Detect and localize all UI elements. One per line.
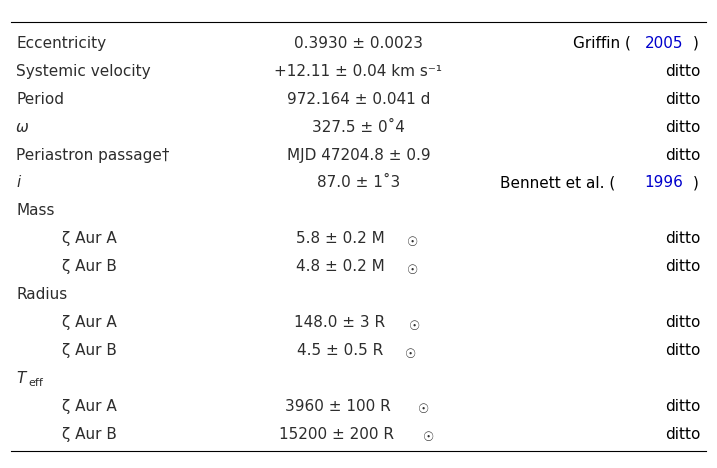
Text: ☉: ☉ [417, 403, 429, 417]
Text: Periastron passage†: Periastron passage† [16, 147, 170, 162]
Text: ditto: ditto [665, 92, 701, 107]
Text: ☉: ☉ [405, 348, 417, 360]
Text: i: i [16, 176, 21, 190]
Text: 5.8 ± 0.2 M: 5.8 ± 0.2 M [296, 231, 384, 246]
Text: ditto: ditto [665, 315, 701, 330]
Text: Mass: Mass [16, 204, 54, 219]
Text: Bennett et al. (: Bennett et al. ( [500, 176, 616, 190]
Text: eff: eff [28, 378, 43, 388]
Text: Systemic velocity: Systemic velocity [16, 64, 151, 79]
Text: ): ) [693, 176, 699, 190]
Text: ☉: ☉ [407, 236, 418, 249]
Text: 2005: 2005 [645, 36, 683, 51]
Text: Period: Period [16, 92, 65, 107]
Text: ditto: ditto [665, 427, 701, 442]
Text: ditto: ditto [665, 399, 701, 414]
Text: ditto: ditto [665, 147, 701, 162]
Text: ditto: ditto [665, 343, 701, 358]
Text: 4.5 ± 0.5 R: 4.5 ± 0.5 R [298, 343, 384, 358]
Text: ☉: ☉ [409, 320, 419, 333]
Text: ditto: ditto [665, 231, 701, 246]
Text: 0.3930 ± 0.0023: 0.3930 ± 0.0023 [294, 36, 423, 51]
Text: ζ Aur B: ζ Aur B [62, 259, 116, 274]
Text: ζ Aur B: ζ Aur B [62, 427, 116, 442]
Text: 3960 ± 100 R: 3960 ± 100 R [285, 399, 391, 414]
Text: ☉: ☉ [424, 431, 435, 444]
Text: MJD 47204.8 ± 0.9: MJD 47204.8 ± 0.9 [287, 147, 430, 162]
Text: 87.0 ± 1˚3: 87.0 ± 1˚3 [317, 176, 400, 190]
Text: 327.5 ± 0˚4: 327.5 ± 0˚4 [312, 120, 405, 135]
Text: 148.0 ± 3 R: 148.0 ± 3 R [295, 315, 386, 330]
Text: ☉: ☉ [407, 264, 418, 277]
Text: Griffin (: Griffin ( [573, 36, 630, 51]
Text: Eccentricity: Eccentricity [16, 36, 106, 51]
Text: ζ Aur A: ζ Aur A [62, 231, 116, 246]
Text: +12.11 ± 0.04 km s⁻¹: +12.11 ± 0.04 km s⁻¹ [275, 64, 442, 79]
Text: ζ Aur A: ζ Aur A [62, 315, 116, 330]
Text: ditto: ditto [665, 259, 701, 274]
Text: T: T [16, 371, 26, 386]
Text: 972.164 ± 0.041 d: 972.164 ± 0.041 d [287, 92, 430, 107]
Text: ω: ω [16, 120, 29, 135]
Text: ζ Aur A: ζ Aur A [62, 399, 116, 414]
Text: 4.8 ± 0.2 M: 4.8 ± 0.2 M [296, 259, 384, 274]
Text: ): ) [693, 36, 699, 51]
Text: 1996: 1996 [645, 176, 683, 190]
Text: ditto: ditto [665, 64, 701, 79]
Text: ditto: ditto [665, 120, 701, 135]
Text: ζ Aur B: ζ Aur B [62, 343, 116, 358]
Text: Radius: Radius [16, 287, 67, 302]
Text: 15200 ± 200 R: 15200 ± 200 R [280, 427, 394, 442]
